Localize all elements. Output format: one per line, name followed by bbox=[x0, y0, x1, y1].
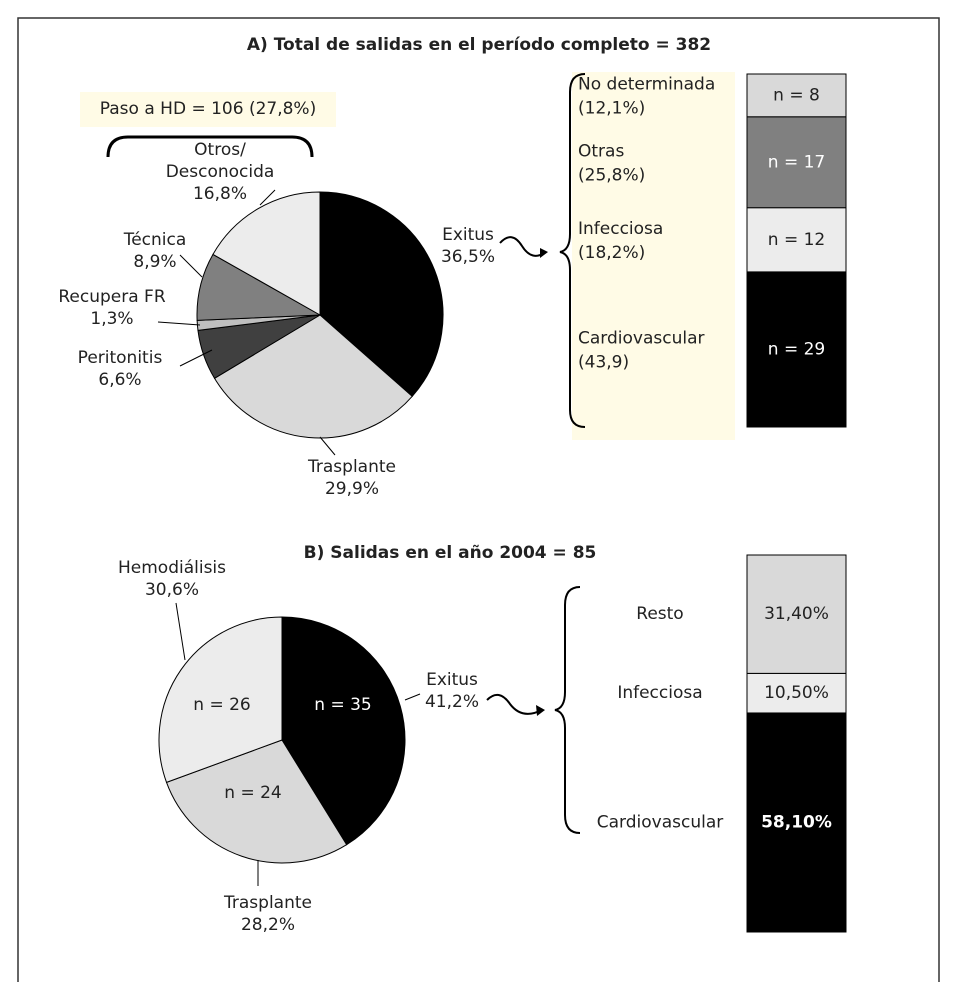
slice-label: Hemodiálisis bbox=[118, 558, 226, 578]
segment-label: n = 17 bbox=[768, 152, 825, 172]
pie-slice bbox=[212, 191, 321, 316]
leader-line bbox=[157, 321, 201, 326]
arrow bbox=[486, 693, 543, 715]
slice-label: Técnica bbox=[123, 230, 187, 250]
category-note: (12,1%) bbox=[578, 98, 645, 118]
bar-segment bbox=[746, 712, 847, 933]
frame bbox=[17, 17, 940, 982]
category-label: Resto bbox=[636, 604, 683, 624]
slice-label: Exitus bbox=[442, 225, 494, 245]
pie-slice bbox=[165, 739, 348, 864]
arrow bbox=[499, 236, 547, 257]
segment-label: n = 29 bbox=[768, 339, 825, 359]
bar-segment bbox=[746, 116, 847, 209]
pie-slice bbox=[319, 191, 444, 398]
slice-label: Exitus bbox=[426, 670, 478, 690]
leader-line bbox=[319, 436, 336, 456]
slice-value: 41,2% bbox=[425, 692, 479, 712]
bracket bbox=[106, 135, 314, 158]
bar-segment bbox=[746, 554, 847, 674]
category-note: (18,2%) bbox=[578, 243, 645, 263]
chart-title: A) Total de salidas en el período comple… bbox=[247, 35, 711, 55]
slice-value: 16,8% bbox=[193, 184, 247, 204]
category-label: Infecciosa bbox=[578, 219, 663, 239]
slice-value: 6,6% bbox=[98, 370, 141, 390]
slice-value: 29,9% bbox=[325, 479, 379, 499]
leader-line bbox=[175, 602, 186, 661]
category-label: No determinada bbox=[578, 74, 715, 94]
leader-line bbox=[404, 693, 421, 701]
inner-label: n = 26 bbox=[193, 695, 250, 715]
category-label: Infecciosa bbox=[617, 683, 702, 703]
breakdown-bg bbox=[572, 72, 735, 440]
bar-segment bbox=[746, 271, 847, 428]
segment-label: 31,40% bbox=[764, 604, 829, 624]
inner-label: n = 35 bbox=[314, 695, 371, 715]
slice-label: Trasplante bbox=[307, 457, 396, 477]
slice-label: Peritonitis bbox=[78, 348, 163, 368]
slice-value: 36,5% bbox=[441, 247, 495, 267]
bar-segment bbox=[746, 73, 847, 118]
slice-value: 1,3% bbox=[90, 309, 133, 329]
pie-slice bbox=[281, 616, 406, 846]
leader-line bbox=[259, 189, 276, 206]
inner-label: n = 24 bbox=[224, 783, 281, 803]
segment-label: 10,50% bbox=[764, 683, 829, 703]
leader-line bbox=[179, 254, 203, 278]
slice-label: Recupera FR bbox=[58, 287, 165, 307]
leader-line bbox=[179, 349, 213, 367]
segment-label: 58,10% bbox=[761, 812, 832, 832]
chart-title: B) Salidas en el año 2004 = 85 bbox=[304, 543, 597, 563]
category-label: Otras bbox=[578, 141, 624, 161]
pie-slice bbox=[213, 314, 413, 439]
segment-label: n = 8 bbox=[773, 85, 820, 105]
annotation: Paso a HD = 106 (27,8%) bbox=[100, 99, 316, 119]
segment-label: n = 12 bbox=[768, 230, 825, 250]
slice-label: Trasplante bbox=[223, 893, 312, 913]
slice-value: 30,6% bbox=[145, 580, 199, 600]
brace bbox=[554, 586, 581, 834]
slice-value: 8,9% bbox=[133, 252, 176, 272]
slice-value: 28,2% bbox=[241, 915, 295, 935]
category-label: Cardiovascular bbox=[597, 812, 723, 832]
arrow-head bbox=[536, 705, 545, 716]
annotation-bg bbox=[80, 92, 336, 127]
brace bbox=[559, 73, 586, 428]
category-note: (43,9) bbox=[578, 352, 629, 372]
arrow-head bbox=[540, 248, 548, 258]
pie-slice bbox=[158, 616, 283, 784]
bar-segment bbox=[746, 672, 847, 714]
bar-segment bbox=[746, 207, 847, 273]
category-label: Cardiovascular bbox=[578, 328, 704, 348]
slice-label: Otros/Desconocida bbox=[166, 140, 275, 182]
category-note: (25,8%) bbox=[578, 165, 645, 185]
